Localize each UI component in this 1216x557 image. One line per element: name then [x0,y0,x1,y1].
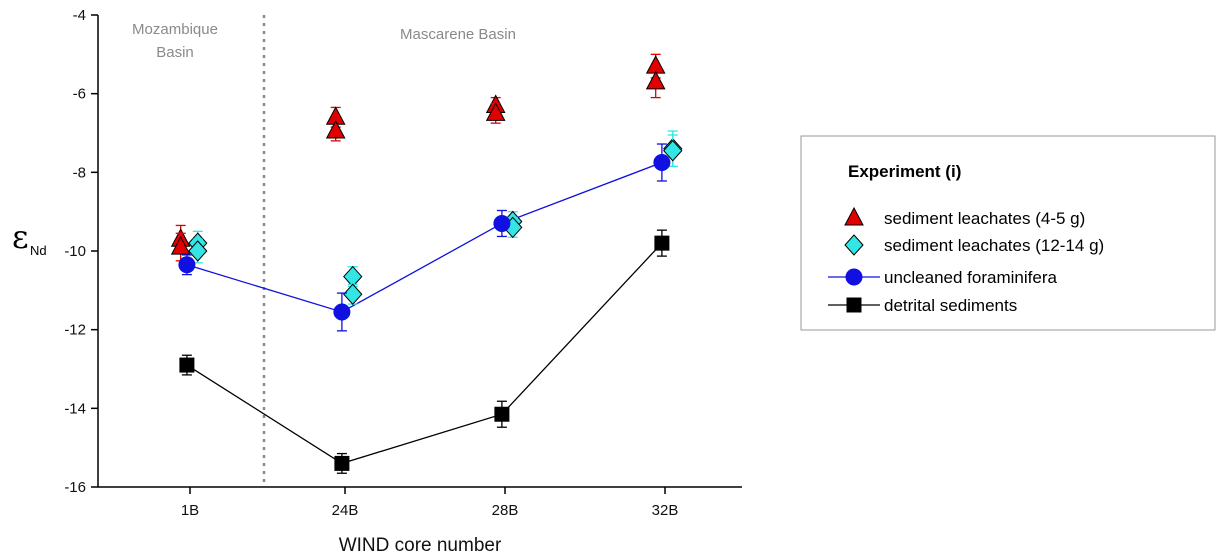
legend-item-uncleaned-foraminifera: uncleaned foraminifera [828,268,1057,287]
series-line-uncleaned-foraminifera [186,161,663,313]
y-tick-label: -6 [73,86,86,103]
x-tick-label: 1B [181,502,199,519]
legend-label: sediment leachates (12-14 g) [884,236,1104,255]
data-point [178,256,196,274]
data-point [325,119,346,139]
y-tick-label: -8 [73,164,86,181]
data-point [653,154,671,171]
data-point [343,283,363,306]
data-point [663,139,683,162]
legend-item-sediment-leachates-4-5-g: sediment leachates (4-5 g) [844,206,1085,228]
y-tick-label: -10 [64,243,86,260]
series-line-detrital-sediments [186,242,663,465]
data-point [494,406,510,422]
series-sediment-leachates-12-14-g [188,130,683,306]
legend-marker [846,297,862,313]
legend-label: detrital sediments [884,296,1017,315]
y-tick-label: -14 [64,400,86,417]
legend-title: Experiment (i) [848,162,961,181]
region-label-mozambique-line1: Mozambique [132,21,218,38]
legend-box [800,135,1216,331]
data-point [179,357,195,373]
y-tick-label: -12 [64,322,86,339]
data-point [485,102,506,121]
legend-marker [844,206,864,226]
y-axis-title-subscript: Nd [30,243,47,258]
region-label-mascarene: Mascarene Basin [400,26,516,43]
region-label-mozambique-line2: Basin [156,44,194,61]
data-point [170,235,191,255]
legend-marker [844,234,864,256]
data-point [333,303,351,321]
legend-item-detrital-sediments: detrital sediments [828,296,1017,315]
data-point [654,235,670,251]
x-tick-label: 32B [652,502,679,519]
data-point [493,214,511,232]
y-tick-label: -4 [73,7,86,24]
data-point [334,455,350,471]
legend: Experiment (i) sediment leachates (4-5 g… [800,135,1216,331]
x-axis-title: WIND core number [339,535,502,556]
data-point [188,240,208,262]
y-axis-title: ε [12,218,29,256]
legend-item-sediment-leachates-12-14-g: sediment leachates (12-14 g) [844,234,1104,256]
legend-label: uncleaned foraminifera [884,268,1057,287]
x-tick-label: 24B [332,502,359,519]
y-tick-label: -16 [64,479,86,496]
x-tick-label: 28B [492,502,519,519]
legend-label: sediment leachates (4-5 g) [884,209,1085,228]
series-uncleaned-foraminifera [178,143,671,332]
legend-marker [845,268,863,286]
data-point [645,70,666,90]
series-detrital-sediments [179,229,670,474]
series-sediment-leachates-4-5-g [170,53,666,262]
